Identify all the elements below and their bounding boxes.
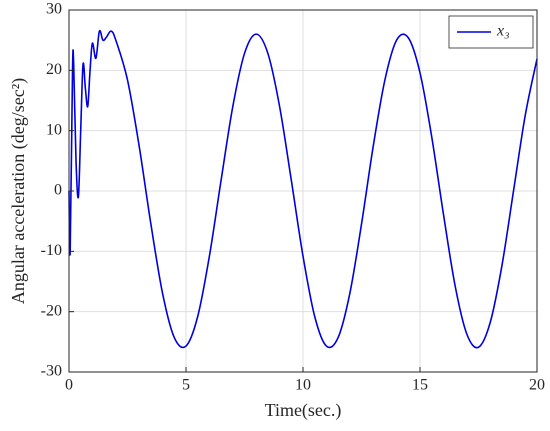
x-tick-label: 0 — [65, 377, 73, 394]
y-tick-label: 30 — [46, 1, 62, 18]
x-tick-label: 20 — [529, 377, 545, 394]
y-axis-label: Angular acceleration (deg/sec²) — [8, 78, 29, 304]
legend-label: x₃ — [496, 23, 510, 40]
y-tick-label: 0 — [54, 182, 62, 199]
plot — [68, 29, 538, 349]
data-line — [68, 29, 538, 349]
y-tick-label: -30 — [41, 363, 62, 380]
y-tick-label: -10 — [41, 242, 62, 259]
x-axis-label: Time(sec.) — [265, 400, 342, 421]
y-tick-label: -20 — [41, 302, 62, 319]
x-tick-label: 5 — [182, 377, 190, 394]
y-tick-label: 10 — [46, 121, 62, 138]
x-tick-label: 10 — [295, 377, 311, 394]
y-tick-label: 20 — [46, 61, 62, 78]
x-tick-label: 15 — [412, 377, 428, 394]
